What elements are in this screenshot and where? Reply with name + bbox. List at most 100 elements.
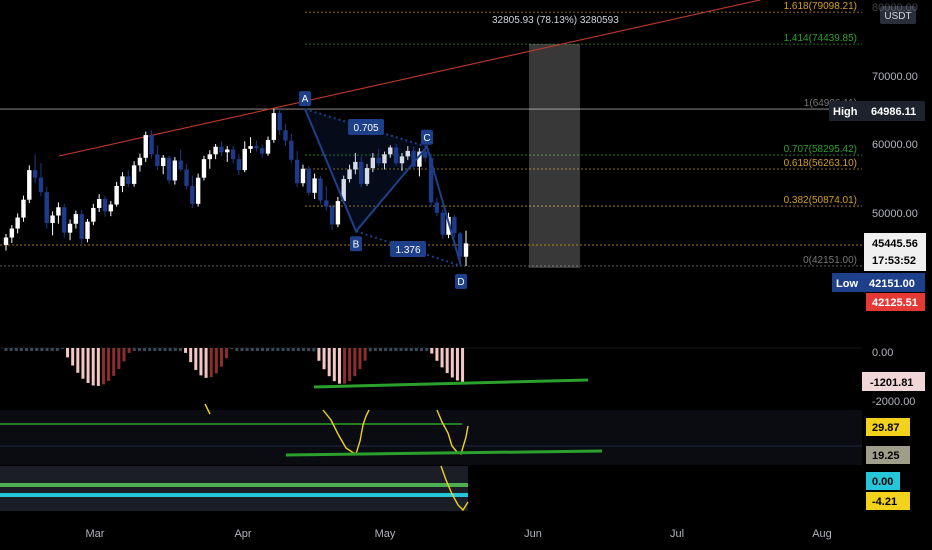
- candle-body: [166, 157, 172, 181]
- fib-label-6: 0(42151.00): [803, 255, 857, 266]
- macd-bar: [50, 348, 54, 351]
- candle-body: [102, 199, 108, 212]
- low-price-tag: Low 42151.00: [832, 273, 925, 292]
- macd-bar: [276, 348, 280, 351]
- measure-box: [529, 44, 580, 268]
- harmonic-pattern: A B C D 0.705 1.376: [299, 91, 467, 289]
- harmonic-ratio-ac: [304, 108, 428, 148]
- macd-bar: [19, 348, 23, 351]
- candle-body: [376, 157, 381, 164]
- harmonic-point-label-b: B: [353, 239, 360, 250]
- macd-bar: [281, 348, 285, 351]
- currency-badge[interactable]: [880, 6, 916, 24]
- countdown-value: 17:53:52: [872, 255, 916, 267]
- macd-bar: [153, 348, 157, 351]
- candle-body: [457, 233, 463, 257]
- macd-value: -1201.81: [870, 377, 913, 389]
- candle-body: [137, 157, 143, 166]
- rsi-pane: [0, 403, 862, 465]
- macd-bar: [66, 348, 70, 358]
- macd-bar: [76, 348, 80, 373]
- macd-bar: [219, 348, 223, 367]
- high-value: 64986.11: [871, 106, 916, 118]
- macd-bar: [199, 348, 203, 376]
- time-label-jul: Jul: [670, 528, 684, 540]
- fib-label-4: 0.618(56263.10): [784, 158, 857, 169]
- candle-body: [260, 148, 265, 154]
- macd-bar: [112, 348, 116, 376]
- rsi-trendline: [285, 449, 603, 457]
- macd-bar: [348, 348, 352, 382]
- price-tick-70000: 70000.00: [872, 71, 918, 83]
- fib-label-3: 0.707(58295.42): [784, 144, 857, 155]
- candle-body: [9, 228, 15, 238]
- candle-body: [248, 146, 253, 149]
- macd-bar: [173, 348, 177, 351]
- candle-body: [230, 149, 236, 160]
- macd-bar: [368, 348, 372, 352]
- candle-body: [120, 176, 125, 186]
- macd-bar: [230, 348, 234, 349]
- macd-bar: [225, 348, 229, 359]
- macd-bar: [286, 348, 290, 351]
- macd-bar: [266, 348, 270, 351]
- candle-body: [73, 214, 79, 224]
- third-value-tag-1: 0.00: [866, 472, 900, 490]
- candle-body: [347, 169, 352, 180]
- macd-trendline: [313, 378, 589, 389]
- low-label: Low: [836, 278, 858, 290]
- candle-body: [172, 160, 178, 181]
- harmonic-point-label-d: D: [457, 277, 464, 288]
- candle-body: [195, 177, 201, 204]
- macd-bar: [91, 348, 95, 386]
- candle-body: [370, 157, 376, 169]
- macd-bar: [322, 348, 326, 370]
- candle-body: [155, 154, 160, 167]
- macd-bar: [137, 348, 141, 351]
- macd-bar: [296, 348, 300, 351]
- macd-bar: [317, 348, 321, 361]
- candle-body: [50, 215, 55, 224]
- macd-bar: [158, 348, 162, 351]
- macd-bar: [143, 348, 147, 351]
- price-scale[interactable]: USDT 80000.00 70000.00 60000.00 50000.00…: [829, 2, 926, 510]
- rsi-value-1: 29.87: [872, 422, 900, 434]
- candle-body: [341, 179, 346, 202]
- candle-body: [56, 207, 61, 216]
- candle-body: [294, 159, 300, 184]
- harmonic-ratio-label-1: 1.376: [395, 245, 420, 256]
- macd-bar: [327, 348, 331, 377]
- macd-tick-0: 0.00: [872, 347, 893, 359]
- red-price-tag: 42125.51: [866, 293, 925, 311]
- macd-bar: [450, 348, 454, 378]
- macd-bar: [209, 348, 213, 378]
- candle-body: [236, 159, 242, 171]
- candle-body: [114, 185, 119, 205]
- macd-bar: [40, 348, 44, 351]
- trendline: [58, 0, 761, 157]
- fib-label-5: 0.382(50874.01): [784, 195, 857, 206]
- macd-bar: [291, 348, 295, 351]
- candle-body: [388, 147, 393, 155]
- macd-bar: [4, 348, 8, 351]
- candle-body: [21, 199, 26, 218]
- macd-bar: [71, 348, 75, 366]
- fib-label-1: 1.414(74439.85): [784, 33, 857, 44]
- third-value-1: 0.00: [872, 476, 893, 488]
- third-pane-bg: [0, 466, 468, 511]
- macd-bar: [440, 348, 444, 368]
- harmonic-point-label-c: C: [423, 133, 430, 144]
- harmonic-point-label-a: A: [302, 94, 309, 105]
- third-value-tag-2: -4.21: [866, 492, 910, 510]
- fib-label-0: 1.618(79098.21): [784, 1, 857, 12]
- time-label-mar: Mar: [86, 528, 105, 540]
- candle-body: [318, 178, 323, 201]
- macd-bar: [122, 348, 126, 362]
- macd-bar: [30, 348, 34, 351]
- macd-value-tag: -1201.81: [862, 372, 925, 391]
- macd-bar: [302, 348, 306, 351]
- macd-bar: [337, 348, 341, 384]
- macd-bar: [250, 348, 254, 351]
- candle-body: [126, 176, 131, 184]
